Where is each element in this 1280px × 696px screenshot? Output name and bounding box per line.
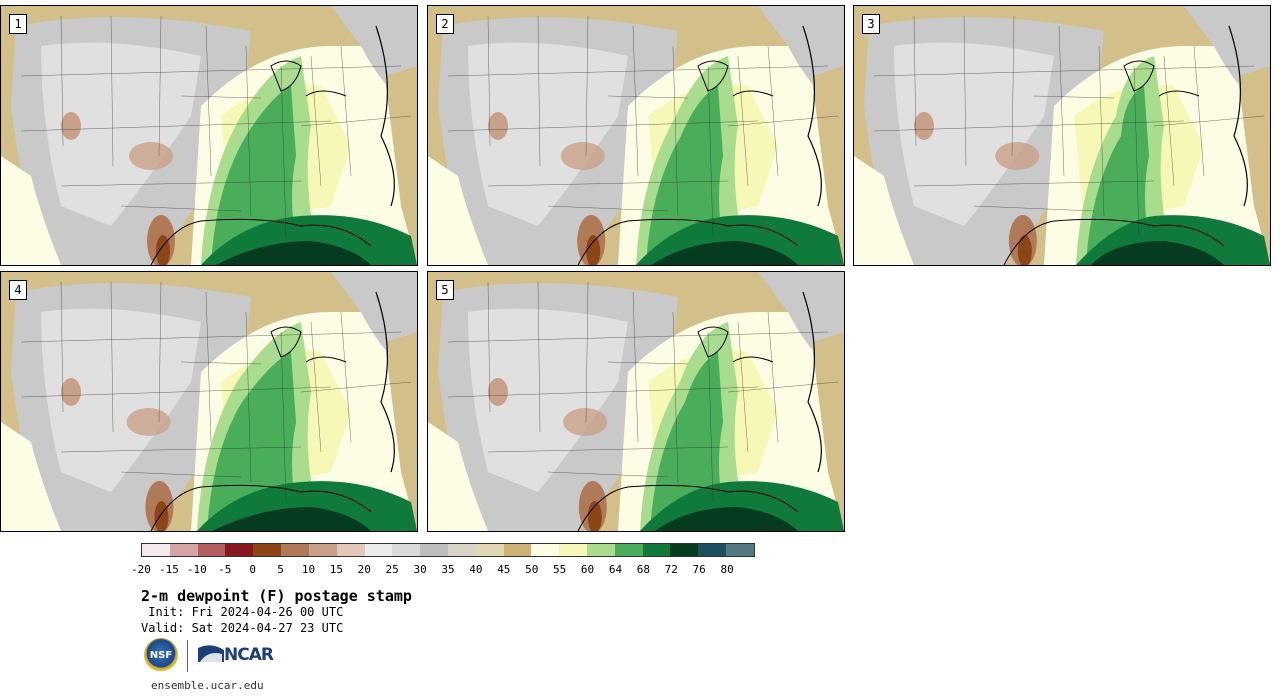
ncar-logo-icon <box>198 645 224 662</box>
logo-divider <box>187 640 188 672</box>
colorbar-tick-label: -15 <box>158 563 179 576</box>
map-panel-2: 2 <box>427 5 845 266</box>
panel-number-label: 3 <box>862 14 880 34</box>
colorbar-swatch <box>169 544 198 556</box>
nsf-logo: NSF <box>144 638 178 672</box>
colorbar <box>141 543 755 557</box>
colorbar-swatch <box>197 544 226 556</box>
map-panel-3: 3 <box>853 5 1271 266</box>
colorbar-tick-label: 5 <box>277 563 284 576</box>
colorbar-swatch <box>698 544 727 556</box>
colorbar-swatch <box>420 544 448 556</box>
init-time: Init: Fri 2024-04-26 00 UTC <box>141 605 344 619</box>
colorbar-tick-label: 72 <box>664 563 678 576</box>
valid-time: Valid: Sat 2024-04-27 23 UTC <box>141 621 344 635</box>
colorbar-tick-label: 25 <box>385 563 399 576</box>
colorbar-tick-label: 35 <box>441 563 455 576</box>
colorbar-swatch <box>642 544 671 556</box>
chart-title: 2-m dewpoint (F) postage stamp <box>141 587 412 605</box>
colorbar-swatch <box>614 544 643 556</box>
colorbar-swatch <box>225 544 254 556</box>
colorbar-tick-label: 80 <box>720 563 734 576</box>
colorbar-tick-label: 50 <box>525 563 539 576</box>
colorbar-tick-label: 76 <box>692 563 706 576</box>
colorbar-tick-label: 15 <box>329 563 343 576</box>
colorbar-swatch <box>281 544 309 556</box>
colorbar-tick-label: -5 <box>218 563 232 576</box>
colorbar-tick-label: 45 <box>497 563 511 576</box>
map-panel-4: 4 <box>0 271 418 532</box>
colorbar-tick-label: -20 <box>131 563 151 576</box>
dewpoint-map <box>854 6 1270 265</box>
map-panel-5: 5 <box>427 271 845 532</box>
colorbar-swatch <box>475 544 504 556</box>
colorbar-swatch <box>726 544 754 556</box>
panel-number-label: 5 <box>436 280 454 300</box>
colorbar-tick-label: 0 <box>249 563 256 576</box>
footer-url: ensemble.ucar.edu <box>151 679 264 692</box>
colorbar-swatch <box>308 544 337 556</box>
logos: NSF NCAR <box>144 638 274 676</box>
colorbar-ticks: -20 -15 -10 -5 0 5 10 15 20 25 30 35 40 45 50 55 60 64 68 7… <box>0 563 1280 577</box>
colorbar-swatch <box>253 544 282 556</box>
colorbar-swatch <box>670 544 699 556</box>
dewpoint-map <box>428 272 844 531</box>
dewpoint-map <box>1 272 417 531</box>
colorbar-swatch <box>392 544 421 556</box>
colorbar-tick-label: 68 <box>636 563 650 576</box>
colorbar-swatch <box>587 544 615 556</box>
ncar-logo: NCAR <box>224 645 274 665</box>
dewpoint-map <box>1 6 417 265</box>
colorbar-tick-label: -10 <box>186 563 207 576</box>
colorbar-swatch <box>336 544 365 556</box>
colorbar-swatch <box>531 544 560 556</box>
colorbar-swatch <box>364 544 393 556</box>
colorbar-tick-label: 40 <box>469 563 483 576</box>
colorbar-swatch <box>559 544 587 556</box>
panel-number-label: 4 <box>9 280 27 300</box>
colorbar-tick-label: 20 <box>357 563 371 576</box>
panel-number-label: 1 <box>9 14 27 34</box>
dewpoint-map <box>428 6 844 265</box>
panel-number-label: 2 <box>436 14 454 34</box>
colorbar-tick-label: 55 <box>553 563 567 576</box>
colorbar-tick-label: 10 <box>301 563 316 576</box>
map-panel-1: 1 <box>0 5 418 266</box>
colorbar-tick-label: 64 <box>608 563 623 576</box>
colorbar-tick-label: 30 <box>413 563 427 576</box>
colorbar-swatch <box>447 544 476 556</box>
colorbar-tick-label: 60 <box>580 563 595 576</box>
colorbar-swatch <box>142 544 170 556</box>
colorbar-swatch <box>503 544 532 556</box>
